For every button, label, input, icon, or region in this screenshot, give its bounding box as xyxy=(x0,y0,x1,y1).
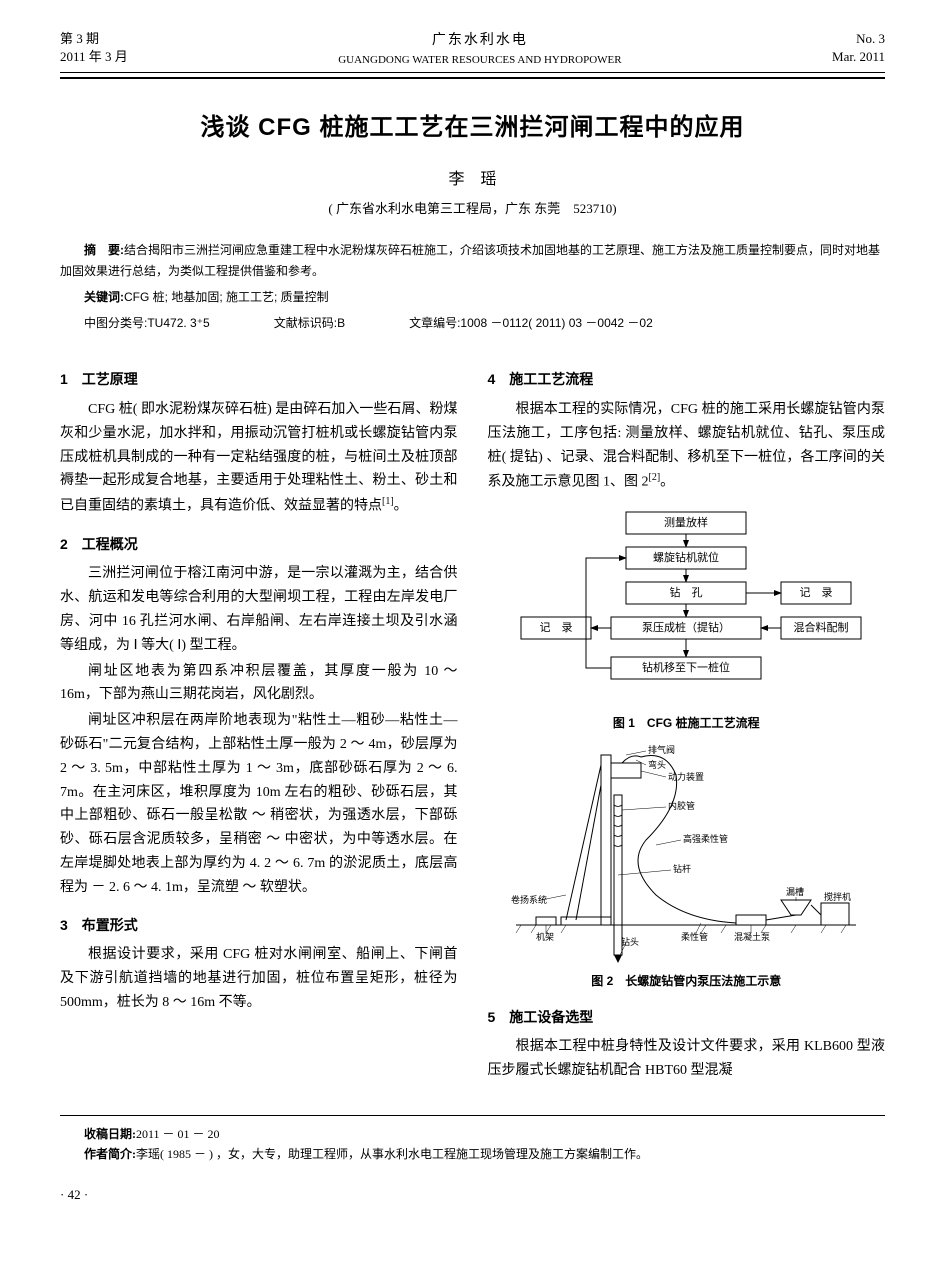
classification-codes: 中图分类号:TU472. 3⁺5 文献标识码:B 文章编号:1008 －0112… xyxy=(60,313,885,335)
clc-value: TU472. 3⁺5 xyxy=(147,316,209,330)
author-bio-line: 作者简介:李瑶( 1985 － ) ，女，大专，助理工程师，从事水利水电工程施工… xyxy=(60,1144,885,1164)
left-column: 1 工艺原理 CFG 桩( 即水泥粉煤灰碎石桩) 是由碎石加入一些石屑、粉煤灰和… xyxy=(60,354,458,1085)
flow-node-4: 泵压成桩（提钻） xyxy=(642,620,730,634)
fig2-label-4: 内胶管 xyxy=(668,800,695,811)
flow-node-3: 钻 孔 xyxy=(670,585,703,599)
articleid-label: 文章编号: xyxy=(409,316,460,330)
flow-node-5: 钻机移至下一桩位 xyxy=(642,660,730,674)
body-columns: 1 工艺原理 CFG 桩( 即水泥粉煤灰碎石桩) 是由碎石加入一些石屑、粉煤灰和… xyxy=(60,354,885,1085)
figure-2-caption: 图 2 长螺旋钻管内泵压法施工示意 xyxy=(488,971,886,991)
flow-side-1: 记 录 xyxy=(800,586,833,599)
abstract-label: 摘 要: xyxy=(84,243,124,257)
page-header: 第 3 期 2011 年 3 月 广东水利水电 GUANGDONG WATER … xyxy=(60,30,885,79)
doctype-block: 文献标识码:B xyxy=(250,313,345,335)
fig2-label-8: 机架 xyxy=(536,931,554,942)
keywords-label: 关键词: xyxy=(84,290,124,304)
section-4-title: 4 施工工艺流程 xyxy=(488,368,886,392)
flow-side-3: 混合料配制 xyxy=(794,620,849,634)
articleid-block: 文章编号:1008 －0112( 2011) 03 －0042 －02 xyxy=(385,313,653,335)
issue-no: No. 3 xyxy=(832,30,885,48)
journal-name-cn: 广东水利水电 xyxy=(128,30,832,52)
clc-label: 中图分类号: xyxy=(84,316,147,330)
figure-2-svg: 排气阀 弯头 动力装置 内胶管 高强柔性管 钻杆 卷扬系统 机架 钻头 柔性管 xyxy=(506,745,866,965)
section-4-p1: 根据本工程的实际情况，CFG 桩的施工采用长螺旋钻管内泵压法施工，工序包括: 测… xyxy=(488,398,886,495)
abstract-text: 结合揭阳市三洲拦河闸应急重建工程中水泥粉煤灰碎石桩施工，介绍该项技术加固地基的工… xyxy=(60,243,880,279)
flow-node-1: 测量放样 xyxy=(664,515,708,529)
section-3-title: 3 布置形式 xyxy=(60,914,458,938)
figure-1-caption: 图 1 CFG 桩施工工艺流程 xyxy=(488,713,886,733)
fig2-label-1: 排气阀 xyxy=(648,745,675,755)
journal-name-en: GUANGDONG WATER RESOURCES AND HYDROPOWER xyxy=(128,52,832,70)
header-left: 第 3 期 2011 年 3 月 xyxy=(60,30,128,70)
author-bio: 李瑶( 1985 － ) ，女，大专，助理工程师，从事水利水电工程施工现场管理及… xyxy=(136,1147,648,1161)
section-5-p1: 根据本工程中桩身特性及设计文件要求，采用 KLB600 型液压步履式长螺旋钻机配… xyxy=(488,1035,886,1083)
article-title-block: 浅谈 CFG 桩施工工艺在三洲拦河闸工程中的应用 xyxy=(60,109,885,147)
fig2-label-12: 漏槽 xyxy=(786,886,804,897)
fig2-label-11: 混凝土泵 xyxy=(734,931,770,942)
header-center: 广东水利水电 GUANGDONG WATER RESOURCES AND HYD… xyxy=(128,30,832,70)
flow-side-2: 记 录 xyxy=(540,621,573,634)
received-date-line: 收稿日期:2011 － 01 － 20 xyxy=(60,1124,885,1144)
fig2-label-5: 高强柔性管 xyxy=(683,833,728,844)
section-5-title: 5 施工设备选型 xyxy=(488,1006,886,1030)
fig2-label-10: 柔性管 xyxy=(681,931,708,942)
fig2-label-2: 弯头 xyxy=(648,759,666,770)
fig2-label-3: 动力装置 xyxy=(668,771,704,782)
fig2-label-13: 搅拌机 xyxy=(824,891,851,902)
section-2-p3: 闸址区冲积层在两岸阶地表现为"粘性土—粗砂—粘性土—砂砾石"二元复合结构，上部粘… xyxy=(60,709,458,899)
section-1-p1: CFG 桩( 即水泥粉煤灰碎石桩) 是由碎石加入一些石屑、粉煤灰和少量水泥，加水… xyxy=(60,398,458,519)
author-bio-label: 作者简介: xyxy=(84,1147,136,1161)
figure-2: 排气阀 弯头 动力装置 内胶管 高强柔性管 钻杆 卷扬系统 机架 钻头 柔性管 xyxy=(488,745,886,991)
figure-1-svg: 测量放样 螺旋钻机就位 钻 孔 泵压成桩（提钻） 钻机移至下一桩位 记 录 xyxy=(506,507,866,707)
ref-2: [2] xyxy=(649,472,661,483)
author-block: 李 瑶 ( 广东省水利水电第三工程局，广东 东莞 523710) xyxy=(60,167,885,219)
flow-node-2: 螺旋钻机就位 xyxy=(653,550,719,564)
figure-1: 测量放样 螺旋钻机就位 钻 孔 泵压成桩（提钻） 钻机移至下一桩位 记 录 xyxy=(488,507,886,733)
ref-1: [1] xyxy=(382,496,394,507)
issue-date: 2011 年 3 月 xyxy=(60,48,128,66)
section-2-p1: 三洲拦河闸位于榕江南河中游，是一宗以灌溉为主，结合供水、航运和发电等综合利用的大… xyxy=(60,562,458,657)
section-2-title: 2 工程概况 xyxy=(60,533,458,557)
page-number: · 42 · xyxy=(60,1185,885,1206)
received-label: 收稿日期: xyxy=(84,1127,136,1141)
articleid-value: 1008 －0112( 2011) 03 －0042 －02 xyxy=(460,316,652,330)
fig2-label-7: 卷扬系统 xyxy=(511,894,547,905)
abstract-line: 摘 要:结合揭阳市三洲拦河闸应急重建工程中水泥粉煤灰碎石桩施工，介绍该项技术加固… xyxy=(60,240,885,283)
doctype-label: 文献标识码: xyxy=(274,316,337,330)
issue-number: 第 3 期 xyxy=(60,30,128,48)
right-column: 4 施工工艺流程 根据本工程的实际情况，CFG 桩的施工采用长螺旋钻管内泵压法施… xyxy=(488,354,886,1085)
section-1-title: 1 工艺原理 xyxy=(60,368,458,392)
keywords-text: CFG 桩; 地基加固; 施工工艺; 质量控制 xyxy=(124,290,329,304)
section-3-p1: 根据设计要求，采用 CFG 桩对水闸闸室、船闸上、下闸首及下游引航道挡墙的地基进… xyxy=(60,943,458,1014)
doctype-value: B xyxy=(337,316,345,330)
issue-month: Mar. 2011 xyxy=(832,48,885,66)
author-name: 李 瑶 xyxy=(60,167,885,193)
keywords-line: 关键词:CFG 桩; 地基加固; 施工工艺; 质量控制 xyxy=(60,287,885,309)
fig2-label-6: 钻杆 xyxy=(673,863,691,874)
author-affiliation: ( 广东省水利水电第三工程局，广东 东莞 523710) xyxy=(60,199,885,220)
header-right: No. 3 Mar. 2011 xyxy=(832,30,885,70)
section-2-p2: 闸址区地表为第四系冲积层覆盖，其厚度一般为 10 ～ 16m，下部为燕山三期花岗… xyxy=(60,660,458,708)
abstract-block: 摘 要:结合揭阳市三洲拦河闸应急重建工程中水泥粉煤灰碎石桩施工，介绍该项技术加固… xyxy=(60,240,885,334)
clc-block: 中图分类号:TU472. 3⁺5 xyxy=(60,313,210,335)
fig2-label-9: 钻头 xyxy=(621,936,639,947)
page-footer: 收稿日期:2011 － 01 － 20 作者简介:李瑶( 1985 － ) ，女… xyxy=(60,1115,885,1165)
article-title: 浅谈 CFG 桩施工工艺在三洲拦河闸工程中的应用 xyxy=(60,109,885,147)
received-date: 2011 － 01 － 20 xyxy=(136,1127,220,1141)
